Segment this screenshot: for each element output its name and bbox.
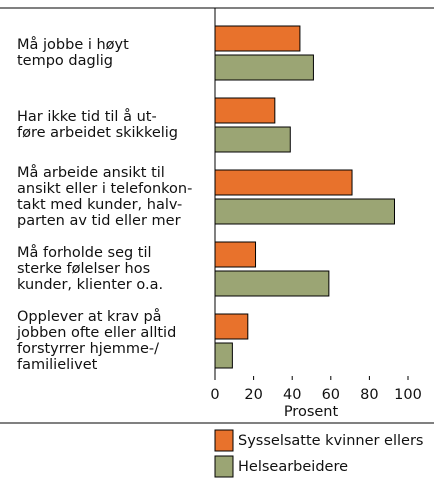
category-label: parten av tid eller mer: [17, 213, 181, 229]
bar: [214, 169, 353, 196]
category-label: Må jobbe i høyt: [17, 36, 129, 53]
x-tick-label: 40: [283, 387, 301, 403]
legend-label: Helsearbeidere: [238, 459, 348, 475]
category-label: føre arbeidet skikkelig: [17, 125, 178, 141]
bar: [214, 54, 314, 81]
category-label: Må arbeide ansikt til: [17, 164, 165, 181]
bar: [214, 97, 276, 124]
bar: [214, 313, 249, 340]
category-label: sterke følelser hos: [17, 261, 150, 277]
legend-swatch: [214, 429, 234, 452]
category-label: Har ikke tid til å ut-: [17, 108, 157, 125]
legend-label: Sysselsatte kvinner ellers: [238, 433, 423, 449]
bar: [214, 25, 301, 52]
x-axis-label: Prosent: [284, 404, 339, 420]
category-label: ansikt eller i telefonkon-: [17, 181, 192, 197]
category-label: kunder, klienter o.a.: [17, 277, 163, 293]
x-tick-label: 20: [244, 387, 262, 403]
bar: [214, 241, 257, 268]
category-label: forstyrrer hjemme-/: [17, 341, 159, 357]
x-tick-label: 100: [394, 387, 422, 403]
legend-swatch: [214, 455, 234, 478]
x-tick-label: 0: [210, 387, 219, 403]
category-label: tempo daglig: [17, 53, 113, 69]
category-label: Må forholde seg til: [17, 244, 152, 261]
bar: [214, 198, 395, 225]
bar: [214, 270, 330, 297]
category-label: familielivet: [17, 357, 98, 373]
category-label: jobben ofte eller alltid: [16, 325, 176, 341]
x-tick-label: 80: [360, 387, 378, 403]
bar: [214, 342, 233, 369]
x-tick-label: 60: [322, 387, 340, 403]
category-label: takt med kunder, halv-: [17, 197, 182, 213]
bar: [214, 126, 291, 153]
category-label: Opplever at krav på: [17, 308, 162, 325]
